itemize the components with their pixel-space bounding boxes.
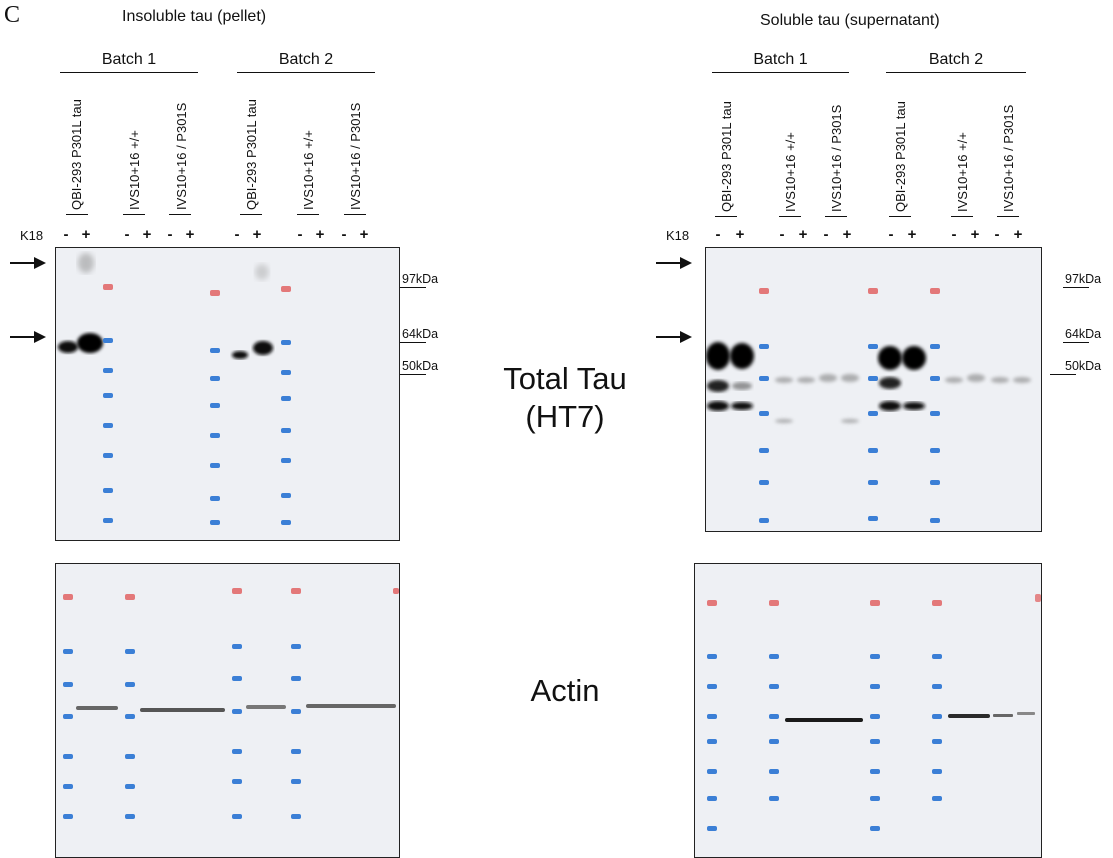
left-lane-label-4: QBI-293 P301L tau bbox=[244, 99, 259, 210]
right-lane-label-3: IVS10+16 / P301S bbox=[829, 104, 844, 212]
actin-label: Actin bbox=[530, 673, 600, 708]
right-mw-64-label: 64kDa bbox=[1065, 327, 1102, 341]
left-batch-2-label: Batch 2 bbox=[278, 51, 334, 68]
left-lane-label-1: QBI-293 P301L tau bbox=[69, 99, 84, 210]
left-arrow-high-icon bbox=[10, 257, 46, 269]
right-actin-bands bbox=[785, 712, 1035, 722]
left-mw-97-line bbox=[400, 287, 426, 288]
right-lane-label-5: IVS10+16 +/+ bbox=[955, 132, 970, 212]
left-lane-tick-4 bbox=[240, 214, 262, 215]
right-actin-image bbox=[707, 594, 1041, 831]
right-sign-minus-6: - bbox=[994, 226, 1000, 243]
left-mw-64-label: 64kDa bbox=[402, 327, 439, 341]
left-lane-tick-5 bbox=[297, 214, 319, 215]
right-sign-plus-5: + bbox=[970, 226, 980, 243]
left-lane-tick-3 bbox=[169, 214, 191, 215]
left-title: Insoluble tau (pellet) bbox=[122, 8, 267, 25]
total-tau-label: Total Tau (HT7) bbox=[475, 360, 655, 436]
right-actin-ladders bbox=[707, 594, 1041, 831]
left-actin-bands bbox=[76, 704, 396, 712]
left-sign-minus-6: - bbox=[341, 226, 347, 243]
right-actin-blot bbox=[694, 563, 1042, 858]
left-batch-1-underline bbox=[60, 72, 198, 73]
right-lane-label-2: IVS10+16 +/+ bbox=[783, 132, 798, 212]
right-arrow-high-icon bbox=[656, 257, 692, 269]
right-mw-97-label: 97kDa bbox=[1065, 272, 1102, 286]
right-arrow-low-icon bbox=[656, 331, 692, 343]
left-mw-50-line bbox=[400, 374, 426, 375]
right-lane-tick-2 bbox=[779, 216, 801, 217]
left-mw-50-label: 50kDa bbox=[402, 359, 439, 373]
left-lane-tick-1 bbox=[66, 214, 88, 215]
left-lane-tick-6 bbox=[344, 214, 366, 215]
left-lane-label-5: IVS10+16 +/+ bbox=[301, 130, 316, 210]
left-mw-64-line bbox=[400, 342, 426, 343]
right-ladder-1 bbox=[759, 288, 769, 523]
right-mw-64-line bbox=[1063, 342, 1089, 343]
left-sign-minus-3: - bbox=[167, 226, 173, 243]
right-sign-plus-4: + bbox=[907, 226, 917, 243]
right-lane-label-6: IVS10+16 / P301S bbox=[1001, 104, 1016, 212]
right-lane-tick-3 bbox=[825, 216, 847, 217]
right-mw-50-label: 50kDa bbox=[1065, 359, 1102, 373]
right-sign-plus-6: + bbox=[1013, 226, 1023, 243]
right-batch-2-underline bbox=[886, 72, 1026, 73]
left-sign-minus-4: - bbox=[234, 226, 240, 243]
right-sign-plus-2: + bbox=[798, 226, 808, 243]
right-batch-1-underline bbox=[712, 72, 849, 73]
right-sign-minus-2: - bbox=[779, 226, 785, 243]
left-batch-1-label: Batch 1 bbox=[101, 51, 157, 68]
right-lane-tick-1 bbox=[715, 216, 737, 217]
right-sign-minus-3: - bbox=[823, 226, 829, 243]
left-sign-plus-6: + bbox=[359, 226, 369, 243]
left-actin-image bbox=[63, 588, 399, 819]
right-lane-label-1: QBI-293 P301L tau bbox=[719, 101, 734, 212]
left-lane-tick-2 bbox=[123, 214, 145, 215]
left-sign-minus-5: - bbox=[297, 226, 303, 243]
left-mw-97-label: 97kDa bbox=[402, 272, 439, 286]
left-ladder-1 bbox=[103, 284, 113, 523]
left-lane-label-2: IVS10+16 +/+ bbox=[127, 130, 142, 210]
right-sign-plus-1: + bbox=[735, 226, 745, 243]
right-sign-minus-4: - bbox=[888, 226, 894, 243]
left-k18-label: K18 bbox=[20, 228, 44, 243]
left-sign-plus-1: + bbox=[81, 226, 91, 243]
total-tau-label-line2: (HT7) bbox=[525, 399, 605, 434]
right-k18-label: K18 bbox=[666, 228, 690, 243]
right-lane-tick-5 bbox=[951, 216, 973, 217]
right-lane-tick-6 bbox=[997, 216, 1019, 217]
left-total-tau-blot bbox=[55, 247, 400, 541]
left-sign-plus-3: + bbox=[185, 226, 195, 243]
left-sign-plus-5: + bbox=[315, 226, 325, 243]
total-tau-label-line1: Total Tau bbox=[503, 361, 627, 396]
right-batch-1-label: Batch 1 bbox=[753, 51, 808, 68]
right-mw-97-line bbox=[1063, 287, 1089, 288]
left-sign-plus-2: + bbox=[142, 226, 152, 243]
left-actin-ladders bbox=[63, 588, 399, 819]
right-lane-tick-4 bbox=[889, 216, 911, 217]
right-ladder-3 bbox=[930, 288, 940, 523]
left-ladder-2 bbox=[210, 290, 220, 525]
right-batch-2-label: Batch 2 bbox=[928, 51, 984, 68]
right-sign-minus-1: - bbox=[715, 226, 721, 243]
right-mw-50-line bbox=[1050, 374, 1076, 375]
left-arrow-low-icon bbox=[10, 331, 46, 343]
left-ladder-3 bbox=[281, 286, 291, 525]
right-ladder-2 bbox=[868, 288, 878, 521]
right-sign-plus-3: + bbox=[842, 226, 852, 243]
right-title: Soluble tau (supernatant) bbox=[760, 12, 940, 29]
left-lane-label-6: IVS10+16 / P301S bbox=[348, 102, 363, 210]
left-batch-2-underline bbox=[237, 72, 375, 73]
left-actin-blot bbox=[55, 563, 400, 858]
left-lane-label-3: IVS10+16 / P301S bbox=[174, 102, 189, 210]
left-sign-minus-2: - bbox=[124, 226, 130, 243]
panel-letter: C bbox=[4, 2, 21, 28]
left-sign-minus-1: - bbox=[63, 226, 69, 243]
right-sign-minus-5: - bbox=[951, 226, 957, 243]
right-lane-label-4: QBI-293 P301L tau bbox=[893, 101, 908, 212]
right-total-tau-blot bbox=[705, 247, 1042, 532]
right-total-tau-image bbox=[706, 288, 1031, 523]
left-sign-plus-4: + bbox=[252, 226, 262, 243]
left-total-tau-image bbox=[58, 253, 291, 525]
